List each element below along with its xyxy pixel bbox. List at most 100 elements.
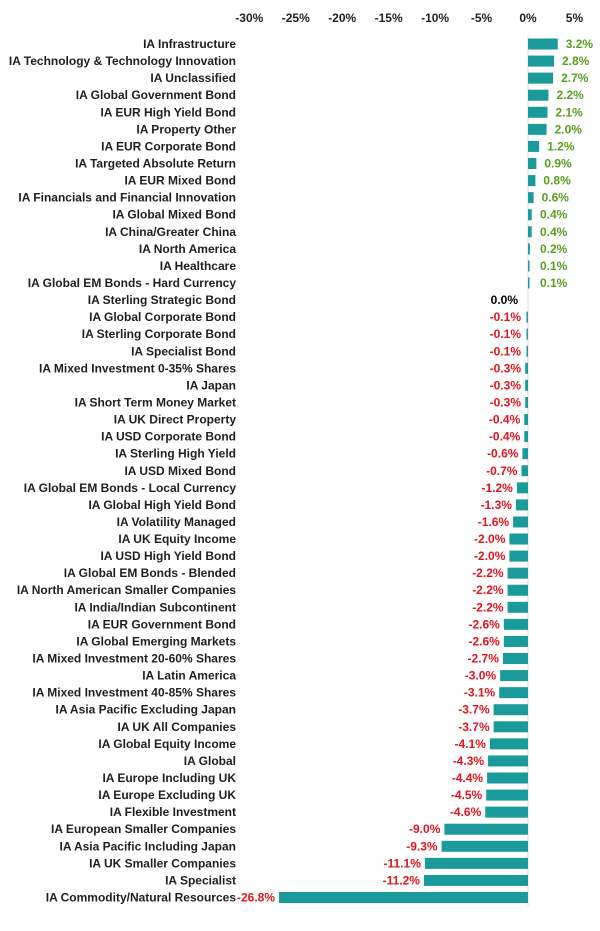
bar <box>516 482 528 494</box>
category-label: IA India/Indian Subcontinent <box>74 600 236 614</box>
data-label: 2.1% <box>556 105 584 119</box>
category-label: IA Short Term Money Market <box>75 395 236 409</box>
bar <box>528 226 532 238</box>
data-labels: 3.2% 2.8% 2.7% 2.2% 2.1% 2.0% 1.2% 0.9% 0.8% 0.6%… <box>237 37 593 905</box>
category-label: IA Global High Yield Bond <box>88 498 236 512</box>
bar <box>507 601 528 613</box>
data-label: -2.0% <box>474 549 506 563</box>
data-label: 0.1% <box>540 276 568 290</box>
category-label: IA Global EM Bonds - Hard Currency <box>28 276 237 290</box>
data-label: -4.3% <box>453 754 485 768</box>
category-label: IA Mixed Investment 20-60% Shares <box>32 652 236 666</box>
x-tick-label: -30% <box>235 11 263 25</box>
bar <box>528 106 548 118</box>
category-label: IA North America <box>139 242 236 256</box>
data-label: -4.5% <box>451 788 483 802</box>
category-label: IA EUR Corporate Bond <box>101 139 236 153</box>
bar <box>526 345 528 357</box>
data-label: -11.2% <box>383 873 421 887</box>
bar <box>528 243 530 255</box>
data-label: -4.6% <box>450 805 482 819</box>
category-label: IA Global EM Bonds - Blended <box>64 566 236 580</box>
bar <box>509 533 528 545</box>
bar <box>502 653 528 665</box>
category-label: IA Europe Excluding UK <box>98 788 236 802</box>
data-label: -0.1% <box>490 344 522 358</box>
bar <box>279 892 528 903</box>
data-label: -3.1% <box>464 686 496 700</box>
data-label: -3.0% <box>465 669 497 683</box>
data-label: 0.2% <box>540 242 568 256</box>
category-label: IA Sterling High Yield <box>115 447 236 461</box>
bar <box>485 806 528 818</box>
category-label: IA USD High Yield Bond <box>100 549 236 563</box>
category-label: IA Property Other <box>136 122 236 136</box>
category-label: IA Mixed Investment 40-85% Shares <box>32 686 236 700</box>
bar <box>499 687 528 699</box>
bar <box>489 738 528 750</box>
data-label: -2.2% <box>472 583 504 597</box>
bar <box>507 567 528 579</box>
bar-series <box>279 38 558 903</box>
bar <box>528 209 532 221</box>
category-label: IA EUR High Yield Bond <box>100 105 236 119</box>
category-label: IA Global EM Bonds - Local Currency <box>24 481 237 495</box>
x-tick-label: -10% <box>421 11 449 25</box>
category-label: IA Global <box>184 754 236 768</box>
bar <box>503 618 528 630</box>
data-label: 0.6% <box>542 191 570 205</box>
bar <box>528 89 549 101</box>
x-tick-label: -5% <box>471 11 493 25</box>
category-label: IA Flexible Investment <box>110 805 236 819</box>
data-label: -2.6% <box>468 634 500 648</box>
data-label: -26.8% <box>237 891 275 905</box>
bar <box>522 448 528 460</box>
category-label: IA Japan <box>186 378 236 392</box>
bar <box>423 874 528 886</box>
category-label: IA EUR Government Bond <box>88 617 236 631</box>
category-label: IA Healthcare <box>160 259 237 273</box>
category-label: IA Unclassified <box>150 71 236 85</box>
category-label: IA Asia Pacific Including Japan <box>60 839 237 853</box>
category-label: IA Commodity/Natural Resources <box>46 891 237 905</box>
data-label: -0.4% <box>489 413 521 427</box>
bar <box>528 277 530 289</box>
category-label: IA Sterling Strategic Bond <box>88 293 236 307</box>
bar <box>526 328 528 340</box>
data-label: -1.6% <box>478 515 510 529</box>
category-label: IA Specialist Bond <box>131 344 236 358</box>
category-label: IA North American Smaller Companies <box>17 583 236 597</box>
category-label: IA China/Greater China <box>105 225 236 239</box>
category-label: IA Global Equity Income <box>98 737 236 751</box>
category-labels: IA Infrastructure IA Technology & Technol… <box>9 37 236 905</box>
data-label: -0.6% <box>487 447 519 461</box>
data-label: -2.0% <box>474 532 506 546</box>
data-label: 2.2% <box>556 88 584 102</box>
data-label: -4.4% <box>452 771 484 785</box>
category-label: IA Global Corporate Bond <box>89 310 236 324</box>
x-tick-label: -25% <box>282 11 310 25</box>
bar <box>528 38 558 50</box>
bar <box>507 584 528 596</box>
data-label: -0.3% <box>490 395 522 409</box>
data-label: -2.2% <box>472 600 504 614</box>
bar <box>500 670 528 682</box>
category-label: IA Financials and Financial Innovation <box>18 191 236 205</box>
data-label: -11.1% <box>384 856 422 870</box>
data-label: -0.1% <box>490 310 522 324</box>
category-label: IA UK Direct Property <box>114 413 237 427</box>
x-tick-label: 5% <box>566 11 584 25</box>
data-label: 2.0% <box>555 122 583 136</box>
category-label: IA EUR Mixed Bond <box>124 174 236 188</box>
data-label: 3.2% <box>566 37 594 51</box>
bar <box>528 175 536 187</box>
category-label: IA Volatility Managed <box>117 515 236 529</box>
bar <box>528 140 540 152</box>
x-tick-label: -15% <box>375 11 403 25</box>
bar <box>487 772 528 784</box>
bar <box>525 396 528 408</box>
data-label: 0.9% <box>544 156 572 170</box>
category-label: IA Global Emerging Markets <box>76 634 236 648</box>
data-label: 0.8% <box>543 174 571 188</box>
